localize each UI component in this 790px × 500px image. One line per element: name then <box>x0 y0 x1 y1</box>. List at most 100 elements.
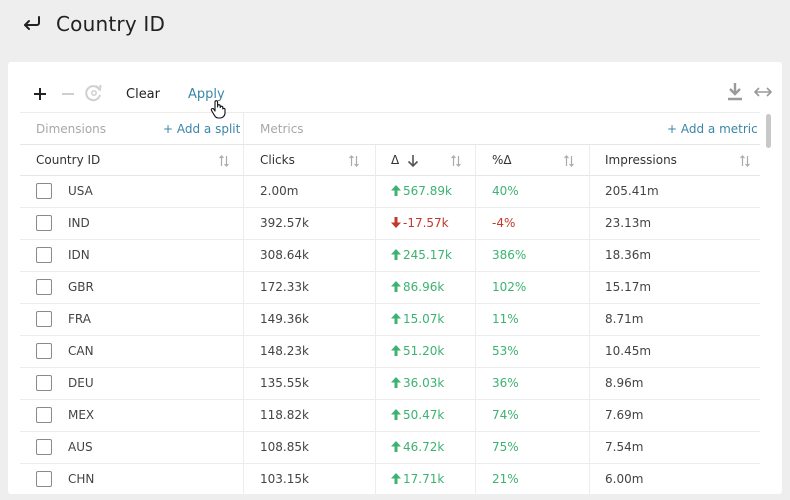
table-row[interactable]: DEU 135.55k 36.03k 36% 8.96m <box>20 368 760 400</box>
row-checkbox[interactable] <box>36 407 52 423</box>
column-divider <box>375 304 376 335</box>
column-divider <box>243 432 244 463</box>
clicks-cell: 308.64k <box>260 248 309 262</box>
delta-value: 50.47k <box>403 408 445 422</box>
column-header-delta[interactable]: Δ <box>391 153 400 167</box>
row-checkbox[interactable] <box>36 279 52 295</box>
column-divider <box>589 336 590 367</box>
country-id-cell: IND <box>68 216 90 230</box>
impressions-cell: 7.69m <box>605 408 644 422</box>
table-row[interactable]: CAN 148.23k 51.20k 53% 10.45m <box>20 336 760 368</box>
delta-value: 36.03k <box>403 376 445 390</box>
sort-icon[interactable] <box>348 155 360 167</box>
split-panel: Clear Apply Dimensions + Add a split Met… <box>8 62 782 494</box>
table-row[interactable]: USA 2.00m 567.89k 40% 205.41m <box>20 176 760 208</box>
column-divider <box>243 176 244 207</box>
column-divider <box>589 272 590 303</box>
column-divider <box>375 240 376 271</box>
column-divider <box>475 240 476 271</box>
expand-icon[interactable] <box>754 86 772 98</box>
table-row[interactable]: MEX 118.82k 50.47k 74% 7.69m <box>20 400 760 432</box>
row-checkbox[interactable] <box>36 343 52 359</box>
add-metric-link[interactable]: + Add a metric <box>667 122 758 136</box>
apply-button[interactable]: Apply <box>188 87 225 102</box>
add-split-link[interactable]: + Add a split <box>163 122 241 136</box>
column-divider <box>589 432 590 463</box>
column-header-impressions[interactable]: Impressions <box>605 153 677 167</box>
row-checkbox[interactable] <box>36 311 52 327</box>
column-divider <box>589 368 590 399</box>
refresh-icon[interactable] <box>85 84 103 102</box>
row-checkbox[interactable] <box>36 439 52 455</box>
delta-value: 46.72k <box>403 440 445 454</box>
clear-button[interactable]: Clear <box>126 87 160 102</box>
trend-up-icon <box>391 313 401 324</box>
table-row[interactable]: IND 392.57k -17.57k -4% 23.13m <box>20 208 760 240</box>
impressions-cell: 23.13m <box>605 216 652 230</box>
column-divider <box>375 432 376 463</box>
table-row[interactable]: AUS 108.85k 46.72k 75% 7.54m <box>20 432 760 464</box>
clicks-cell: 148.23k <box>260 344 309 358</box>
column-header-clicks[interactable]: Clicks <box>260 153 295 167</box>
impressions-cell: 15.17m <box>605 280 652 294</box>
sort-icon[interactable] <box>739 155 751 167</box>
pct-delta-cell: 21% <box>492 472 519 486</box>
row-checkbox[interactable] <box>36 247 52 263</box>
sort-descending-icon[interactable] <box>406 154 420 168</box>
row-checkbox[interactable] <box>36 215 52 231</box>
table-header: Country ID Clicks Δ %Δ Impressions <box>20 144 760 176</box>
pct-delta-cell: 75% <box>492 440 519 454</box>
country-id-cell: CHN <box>68 472 95 486</box>
metrics-label: Metrics <box>260 122 304 136</box>
row-checkbox[interactable] <box>36 375 52 391</box>
pct-delta-cell: 74% <box>492 408 519 422</box>
scrollbar-thumb[interactable] <box>766 114 771 148</box>
pct-delta-cell: 40% <box>492 184 519 198</box>
column-divider <box>375 208 376 239</box>
pct-delta-cell: 11% <box>492 312 519 326</box>
trend-up-icon <box>391 441 401 452</box>
pct-delta-cell: 102% <box>492 280 527 294</box>
column-divider <box>375 145 376 176</box>
column-divider <box>375 336 376 367</box>
table-row[interactable]: IDN 308.64k 245.17k 386% 18.36m <box>20 240 760 272</box>
minus-icon[interactable] <box>61 86 75 102</box>
table-row[interactable]: CHN 103.15k 17.71k 21% 6.00m <box>20 464 760 494</box>
column-header-country-id[interactable]: Country ID <box>36 153 101 167</box>
country-id-cell: DEU <box>68 376 94 390</box>
column-divider <box>475 336 476 367</box>
download-icon[interactable] <box>726 82 744 102</box>
country-id-cell: GBR <box>68 280 94 294</box>
delta-cell: 86.96k <box>391 272 444 303</box>
delta-value: 15.07k <box>403 312 445 326</box>
table-row[interactable]: FRA 149.36k 15.07k 11% 8.71m <box>20 304 760 336</box>
column-header-pct-delta[interactable]: %Δ <box>492 153 512 167</box>
back-arrow-icon[interactable] <box>20 11 44 35</box>
column-divider <box>475 272 476 303</box>
column-divider <box>375 272 376 303</box>
delta-cell: 46.72k <box>391 432 444 463</box>
sort-icon[interactable] <box>563 155 575 167</box>
column-divider <box>475 400 476 431</box>
column-divider <box>375 464 376 494</box>
column-divider <box>589 240 590 271</box>
delta-value: 567.89k <box>403 184 452 198</box>
column-divider <box>243 464 244 494</box>
plus-icon[interactable] <box>32 86 48 102</box>
clicks-cell: 2.00m <box>260 184 299 198</box>
trend-up-icon <box>391 473 401 484</box>
sort-icon[interactable] <box>218 155 230 167</box>
sort-icon[interactable] <box>450 155 462 167</box>
column-divider <box>243 113 244 145</box>
delta-cell: 51.20k <box>391 336 444 367</box>
impressions-cell: 205.41m <box>605 184 659 198</box>
impressions-cell: 7.54m <box>605 440 644 454</box>
trend-up-icon <box>391 185 401 196</box>
clicks-cell: 103.15k <box>260 472 309 486</box>
row-checkbox[interactable] <box>36 471 52 487</box>
column-divider <box>589 145 590 176</box>
column-divider <box>243 400 244 431</box>
row-checkbox[interactable] <box>36 183 52 199</box>
table-row[interactable]: GBR 172.33k 86.96k 102% 15.17m <box>20 272 760 304</box>
column-divider <box>589 208 590 239</box>
